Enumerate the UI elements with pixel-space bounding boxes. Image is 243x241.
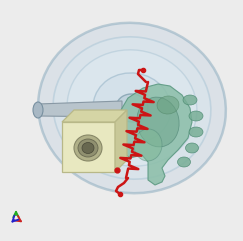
Polygon shape [38, 101, 122, 117]
Ellipse shape [183, 95, 197, 105]
Ellipse shape [177, 157, 191, 167]
Ellipse shape [53, 37, 211, 179]
Ellipse shape [93, 73, 171, 143]
Ellipse shape [189, 127, 203, 137]
Polygon shape [115, 84, 192, 185]
Ellipse shape [185, 143, 199, 153]
Ellipse shape [78, 139, 98, 157]
Ellipse shape [74, 135, 102, 161]
Ellipse shape [189, 111, 203, 121]
Ellipse shape [134, 129, 162, 161]
Ellipse shape [33, 102, 43, 118]
Ellipse shape [67, 50, 197, 166]
Polygon shape [62, 122, 115, 172]
Ellipse shape [82, 142, 94, 154]
Ellipse shape [38, 23, 226, 193]
Polygon shape [115, 110, 127, 172]
Polygon shape [62, 110, 127, 122]
Ellipse shape [116, 94, 148, 122]
Ellipse shape [137, 97, 179, 147]
Ellipse shape [157, 96, 179, 114]
